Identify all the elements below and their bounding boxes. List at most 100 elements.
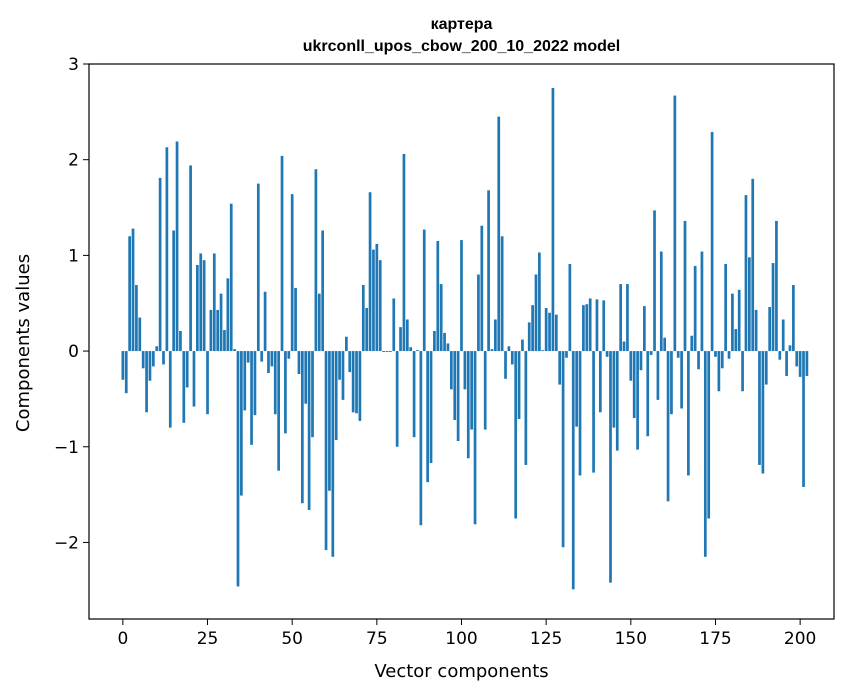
bar <box>155 346 159 352</box>
bar <box>277 351 280 471</box>
x-tick-label: 175 <box>699 629 731 649</box>
bar <box>683 220 687 352</box>
bar <box>378 260 382 352</box>
bar <box>433 330 436 352</box>
bar <box>250 351 253 445</box>
x-tick-label: 0 <box>117 629 128 649</box>
bar <box>246 351 250 363</box>
bar <box>497 116 501 352</box>
bar <box>643 306 646 352</box>
y-tick-label: 2 <box>68 151 79 171</box>
bar <box>419 351 423 526</box>
bar <box>226 278 230 352</box>
bar <box>514 351 518 519</box>
y-tick-label: −2 <box>54 533 79 553</box>
bar <box>240 351 243 496</box>
bar <box>504 351 507 379</box>
bar <box>294 287 297 352</box>
bar <box>216 309 220 352</box>
bar <box>189 165 192 352</box>
bar <box>351 351 355 413</box>
bar <box>758 351 761 465</box>
bar <box>314 169 318 352</box>
bar <box>724 263 727 352</box>
bar <box>744 195 748 352</box>
bar <box>165 147 169 352</box>
bar <box>565 351 568 358</box>
bar <box>714 351 717 357</box>
bar <box>311 351 314 438</box>
bar <box>449 351 453 390</box>
bar <box>355 351 358 414</box>
x-axis-label: Vector components <box>374 661 548 682</box>
chart-title-line-2: ukrconll_upos_cbow_200_10_2022 model <box>303 38 620 55</box>
bar <box>324 351 328 551</box>
bar <box>436 241 440 352</box>
bar <box>138 317 142 352</box>
x-tick-label: 50 <box>281 629 303 649</box>
bar <box>792 285 795 352</box>
bar <box>151 351 155 367</box>
bar <box>361 285 365 352</box>
bar <box>382 351 385 353</box>
bar <box>605 351 609 357</box>
bar <box>338 351 341 380</box>
x-tick-label: 125 <box>530 629 562 649</box>
bar <box>233 349 236 352</box>
bar <box>219 293 223 352</box>
bar <box>385 351 389 353</box>
bar <box>751 178 755 352</box>
bar <box>212 253 216 352</box>
bar <box>480 225 484 352</box>
bar <box>731 293 734 352</box>
bar <box>798 351 802 377</box>
bar <box>795 351 799 367</box>
bar <box>531 305 534 352</box>
bar <box>284 351 287 434</box>
bar <box>676 351 680 358</box>
bar <box>538 252 541 352</box>
bar <box>334 351 338 441</box>
bar <box>670 351 673 415</box>
bar <box>582 305 585 352</box>
bar <box>636 351 639 450</box>
bar <box>585 304 589 352</box>
bar <box>747 257 751 352</box>
bar <box>494 319 497 352</box>
bar <box>561 351 565 548</box>
bar <box>558 351 562 385</box>
bar <box>602 300 606 352</box>
bar <box>148 351 152 381</box>
bar <box>439 284 443 352</box>
bar <box>263 291 267 352</box>
bar <box>196 264 199 352</box>
bar <box>328 351 331 491</box>
bar <box>236 351 240 587</box>
bar <box>500 236 504 352</box>
bar <box>666 351 670 502</box>
bar <box>206 351 209 415</box>
bar <box>280 155 284 352</box>
x-tick-label: 200 <box>784 629 816 649</box>
bar <box>507 346 511 352</box>
bar <box>199 253 203 352</box>
bar <box>131 228 135 352</box>
bar <box>365 308 369 352</box>
bar <box>168 351 172 428</box>
bar <box>687 351 690 476</box>
bar <box>609 351 612 583</box>
bar <box>141 351 145 369</box>
bar <box>273 351 277 415</box>
bar <box>639 351 643 371</box>
y-tick-label: 0 <box>68 342 79 362</box>
bar <box>256 183 260 352</box>
bar <box>270 351 274 367</box>
bar <box>805 351 809 376</box>
bar <box>571 351 575 590</box>
bar <box>405 319 409 352</box>
bar <box>446 343 450 352</box>
bar <box>473 351 477 525</box>
bar <box>307 351 311 510</box>
bar <box>345 336 348 352</box>
